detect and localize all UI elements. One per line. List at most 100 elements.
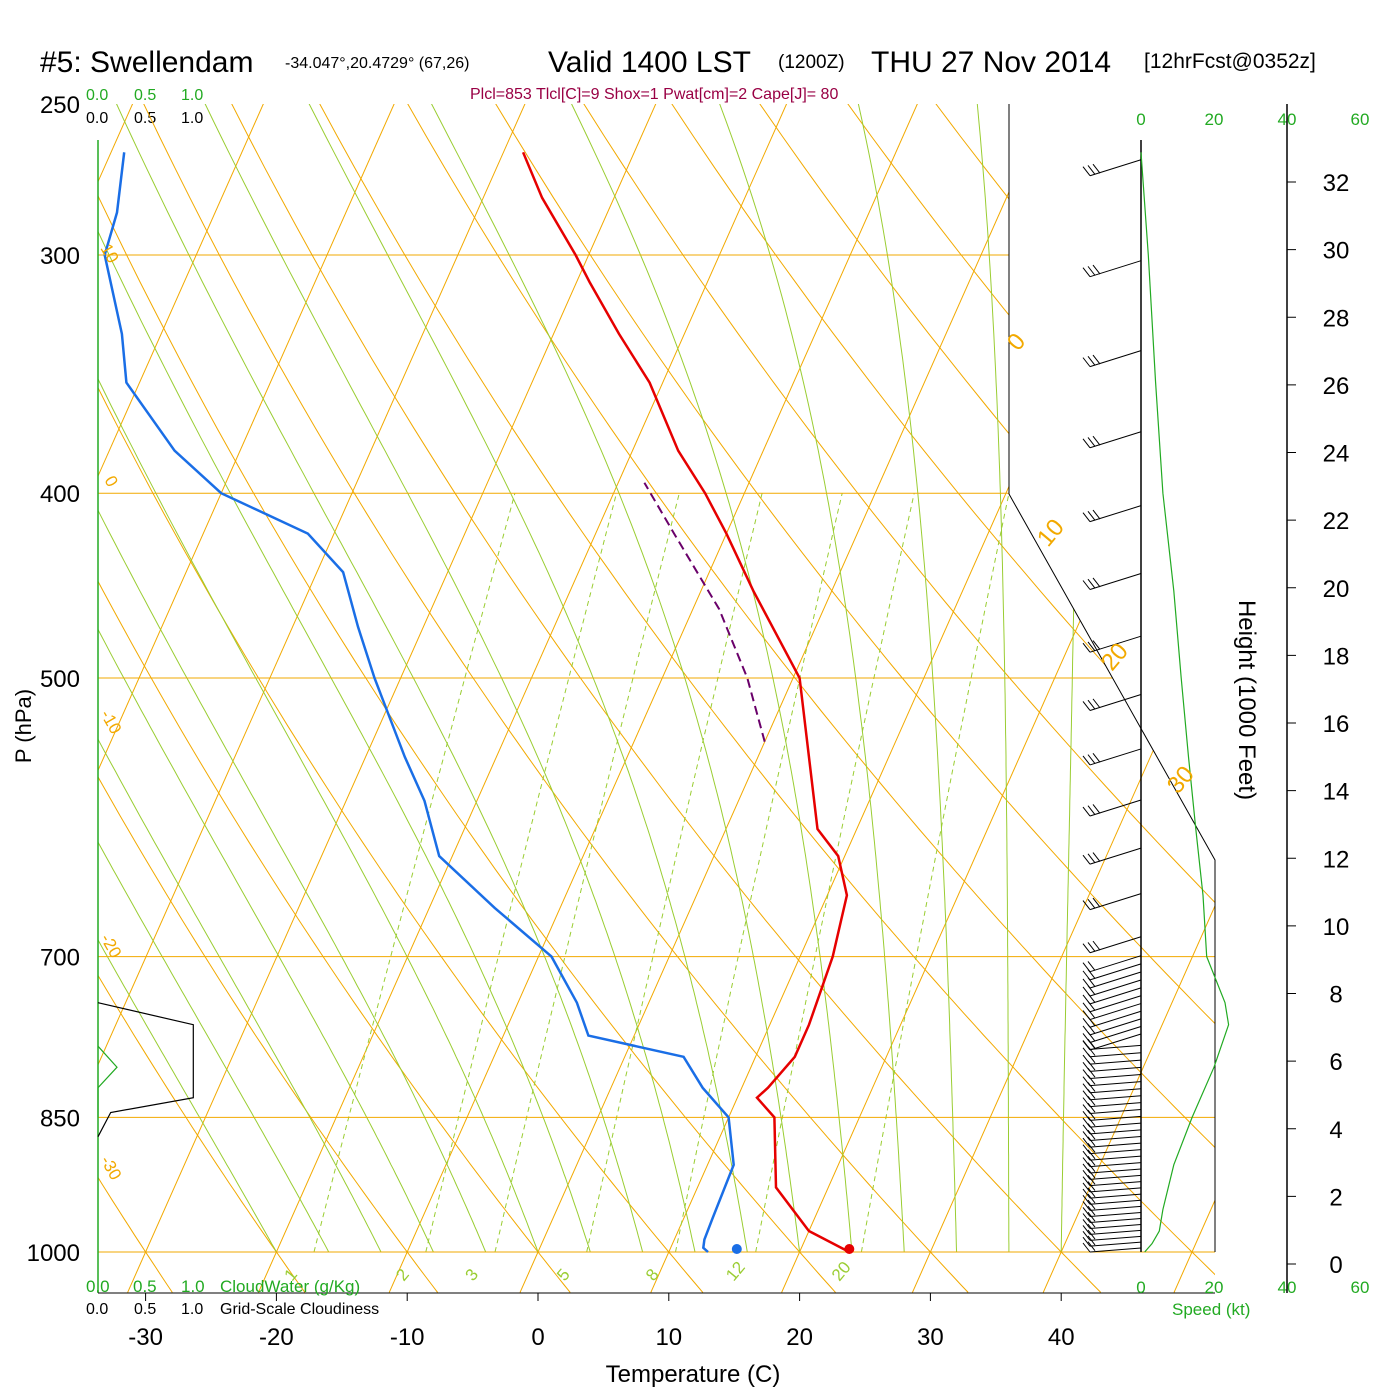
wind-barb-feather [1092, 640, 1101, 650]
wind-barb-feather [1087, 1149, 1096, 1160]
wind-barb-shaft [1089, 1044, 1142, 1050]
wind-barb-feather [1082, 1213, 1091, 1223]
speed-tick-bottom: 60 [1351, 1278, 1370, 1297]
isotherm-label: -10 [97, 707, 126, 738]
wind-barb-feather [1087, 1109, 1096, 1120]
wind-barb-feather [1087, 853, 1096, 864]
dry-adiabat-line [1300, 0, 1400, 1292]
wind-barb-feather [1087, 1155, 1096, 1166]
isotherm-line [650, 104, 1215, 1293]
wind-barb-feather [1082, 512, 1091, 522]
wind-barb-shaft [1089, 1149, 1142, 1155]
zulu-time: (1200Z) [778, 52, 845, 73]
dry-adiabat-line [98, 104, 438, 1293]
wind-barb-feather [1082, 962, 1091, 973]
wind-barb-shaft [1089, 1155, 1142, 1161]
isotherm-label: 20 [1096, 638, 1134, 676]
wind-barb-shaft [1089, 955, 1142, 973]
wind-barb-shaft [1089, 1018, 1142, 1036]
wind-barbs [1082, 159, 1142, 1253]
height-tick-label: 26 [1323, 373, 1350, 400]
isotherm-line [98, 104, 216, 1293]
wind-barb-feather [1092, 804, 1101, 814]
height-tick-label: 14 [1323, 779, 1350, 806]
moist-adiabat-line [98, 104, 539, 1253]
wind-barb-feather [1092, 509, 1101, 520]
height-tick-label: 12 [1323, 846, 1350, 873]
wind-barb-shaft [1089, 1223, 1142, 1229]
dewpoint-line [103, 152, 735, 1253]
wind-barb-feather [1087, 1116, 1096, 1127]
bottom-cl-tick-0: 0.0 [86, 1301, 108, 1318]
wind-barb-shaft [1089, 635, 1142, 653]
bottom-cw-tick-1: 0.5 [133, 1277, 157, 1296]
top-cloud-water-scale: 0.0 0.5 1.0 [86, 87, 203, 104]
wind-barb-shaft [1089, 573, 1142, 590]
wind-barb-feather [1082, 166, 1091, 177]
wind-barb-shaft [1089, 1095, 1142, 1101]
wind-barb-shaft [1089, 1205, 1142, 1211]
wind-barb-shaft [1089, 979, 1142, 997]
wind-barb-shaft [1089, 1193, 1142, 1199]
speed-tick-top: 60 [1351, 110, 1370, 129]
x-tick-label: -30 [128, 1324, 163, 1351]
pressure-tick-label: 500 [40, 666, 80, 693]
dry-adiabat-line [556, 104, 1215, 1293]
wind-barb-shaft [1089, 1109, 1142, 1115]
wind-barb-feather [1082, 755, 1091, 766]
wind-barb-feather [1082, 1163, 1091, 1174]
wind-barb-shaft [1089, 971, 1142, 989]
wind-barb-shaft [1089, 799, 1142, 817]
cloudiness-profile [97, 1002, 194, 1137]
x-tick-label: 10 [655, 1324, 682, 1351]
wind-barb-feather [1082, 1104, 1091, 1114]
wind-barb-feather [1082, 1170, 1091, 1180]
cloud-water-profile [97, 1045, 118, 1118]
moist-adiabat-line [98, 104, 487, 1253]
wind-barb-feather [1082, 1002, 1091, 1013]
wind-barb-feather [1082, 1040, 1091, 1051]
wind-barb-feather [1082, 1176, 1091, 1186]
moist-adiabat-line [1060, 104, 1079, 1253]
wind-barb-feather [1087, 641, 1096, 652]
temperature-line [521, 151, 850, 1254]
height-tick-label: 10 [1323, 914, 1350, 941]
wind-barb-feather [1087, 1168, 1096, 1179]
wind-barb-feather [1087, 961, 1096, 971]
wind-barb-shaft [1089, 847, 1142, 865]
wind-barb-shaft [1089, 1033, 1142, 1051]
moist-adiabat-line [641, 104, 905, 1253]
surface-dewpoint-dot [731, 1244, 742, 1254]
isotherm-line [0, 0, 84, 1292]
mixing-ratio-line [755, 493, 915, 1253]
wind-barb-feather [1082, 1111, 1091, 1121]
x-tick-label: -10 [390, 1324, 425, 1351]
wind-barb-feather [1082, 1201, 1091, 1211]
dry-adiabat-line [308, 104, 1215, 1293]
isotherm-line [257, 104, 870, 1293]
moist-adiabat-line [98, 104, 434, 1253]
isotherm-label: 0 [1002, 328, 1031, 356]
dry-adiabat-line [98, 104, 173, 1293]
moist-adiabat-line [808, 104, 958, 1253]
wind-barb-feather [1082, 1131, 1091, 1141]
wind-barb-shaft [1089, 1235, 1142, 1241]
bottom-cl-tick-1: 0.5 [134, 1301, 156, 1318]
height-tick-label: 16 [1323, 711, 1350, 738]
speed-tick-bottom: 20 [1205, 1278, 1224, 1297]
wind-barb-shaft [1089, 1129, 1142, 1135]
isotherm-line [519, 104, 1131, 1293]
speed-tick-top: 20 [1205, 110, 1224, 129]
wind-barb-feather [1087, 754, 1096, 764]
top-cl-tick-2: 1.0 [181, 110, 203, 127]
wind-barb-shaft [1089, 1081, 1142, 1087]
height-tick-label: 22 [1323, 508, 1350, 535]
wind-barb-feather [1082, 854, 1091, 865]
thermodynamic-lines [0, 0, 1400, 1293]
isotherm-label: 30 [1162, 761, 1200, 799]
wind-barb-feather [1082, 994, 1091, 1005]
wind-barb-feather [1087, 356, 1096, 366]
wind-barb-feather [1082, 701, 1091, 711]
pressure-tick-label: 1000 [27, 1240, 80, 1267]
bottom-cw-tick-2: 1.0 [181, 1277, 205, 1296]
